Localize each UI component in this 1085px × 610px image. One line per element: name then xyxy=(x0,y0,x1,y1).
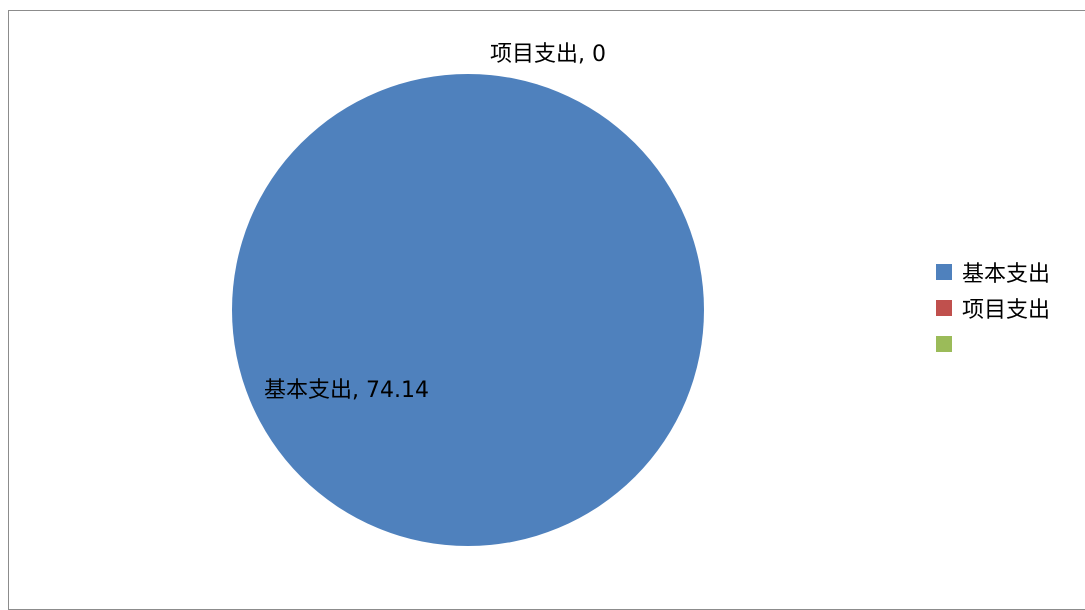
pie-slices xyxy=(232,74,704,546)
legend-label-xiangmu: 项目支出 xyxy=(962,298,1051,323)
legend-swatch-jiben xyxy=(936,264,952,280)
pie-slice-jiben xyxy=(232,74,704,546)
legend-label-jiben: 基本支出 xyxy=(962,262,1051,287)
legend: 基本支出 项目支出 xyxy=(936,254,1050,362)
legend-swatch-third xyxy=(936,336,952,352)
data-label-jiben: 基本支出, 74.14 xyxy=(264,378,429,403)
data-label-xiangmu: 项目支出, 0 xyxy=(490,42,606,67)
legend-item-xiangmu: 项目支出 xyxy=(936,290,1050,326)
legend-swatch-xiangmu xyxy=(936,300,952,316)
legend-item-jiben: 基本支出 xyxy=(936,254,1050,290)
legend-item-third xyxy=(936,326,1050,362)
